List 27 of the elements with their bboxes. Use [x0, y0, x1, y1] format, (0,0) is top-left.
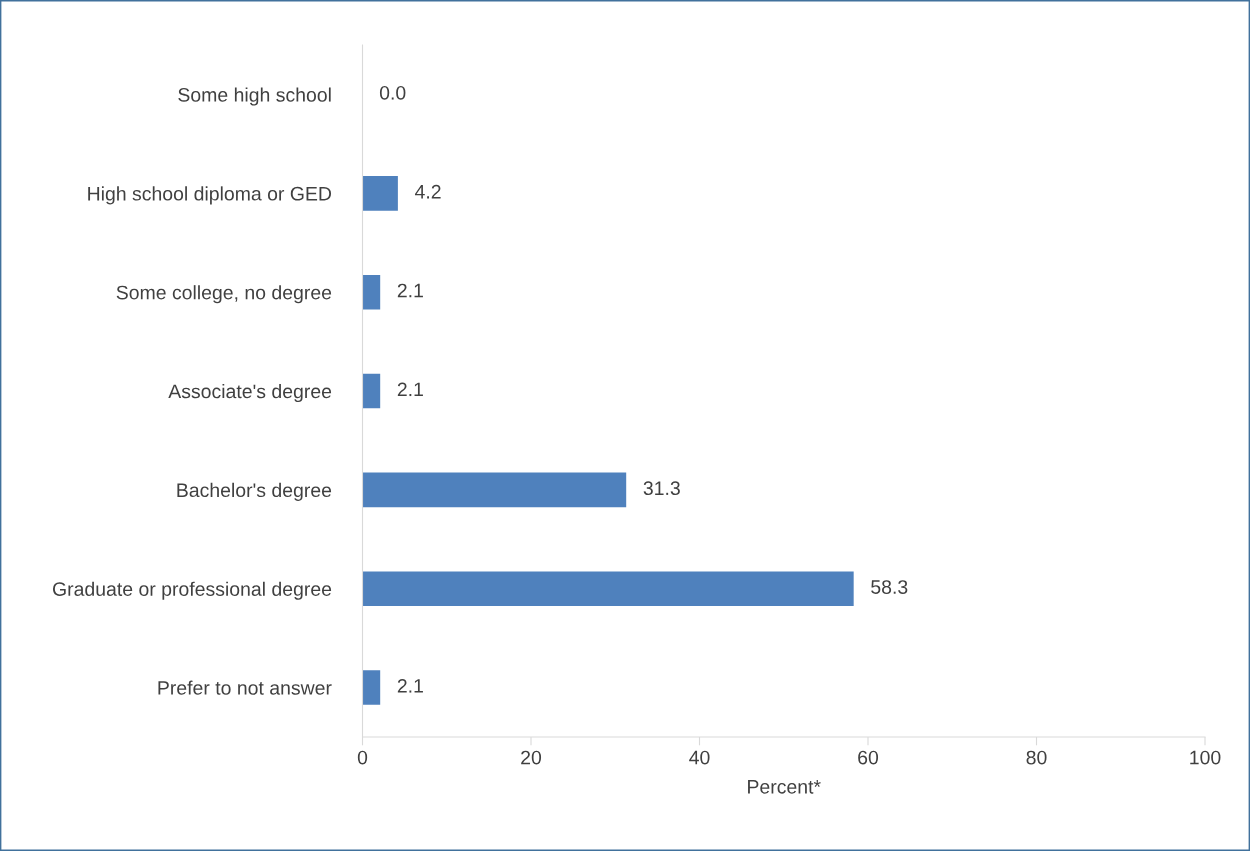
y-tick-label: Associate's degree [168, 383, 332, 403]
x-tick-label: 0 [357, 750, 368, 765]
x-tick-label: 20 [521, 750, 542, 765]
x-tick-label: 40 [689, 750, 710, 765]
y-tick-label: Some high school [178, 87, 331, 106]
y-tick-label: Graduate or professional degree [52, 581, 332, 600]
data-label: 2.1 [397, 679, 423, 693]
bar [362, 274, 381, 310]
y-tick-label: High school diploma or GED [88, 186, 332, 205]
y-tick-label: Prefer to not answer [158, 680, 332, 695]
y-tick-label: Bachelor's degree [177, 482, 332, 501]
x-axis-title: Percent* [748, 780, 821, 794]
bar [362, 472, 627, 508]
bar [362, 571, 854, 607]
bar [362, 670, 381, 705]
x-tick-label: 100 [1190, 750, 1221, 765]
data-label: 2.1 [397, 283, 423, 298]
x-tick-label: 60 [858, 750, 879, 765]
bar [362, 176, 398, 211]
data-label: 0.0 [379, 85, 406, 100]
bar [362, 373, 381, 409]
x-tick-label: 80 [1026, 750, 1047, 765]
y-tick-label: Some college, no degree [116, 285, 332, 304]
data-label: 4.2 [415, 184, 441, 199]
data-label: 2.1 [397, 382, 423, 397]
data-label: 31.3 [643, 481, 680, 496]
data-label: 58.3 [871, 580, 908, 594]
